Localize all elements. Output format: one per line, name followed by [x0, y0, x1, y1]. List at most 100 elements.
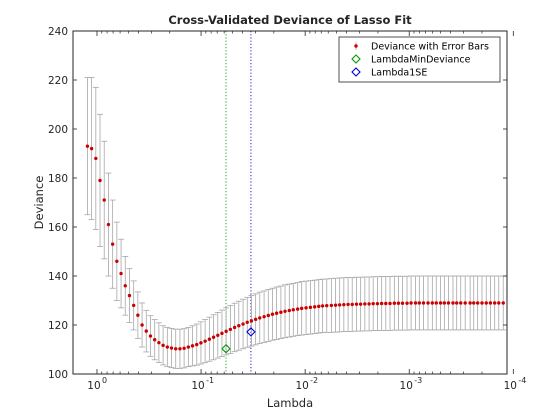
x-tick-label-exponent: 0: [102, 376, 107, 385]
data-point: [131, 303, 136, 308]
data-point: [317, 304, 321, 309]
data-point: [371, 301, 375, 306]
data-point: [488, 301, 493, 305]
data-point: [224, 329, 228, 334]
data-point: [308, 305, 313, 310]
lambda-1se-marker: [246, 327, 256, 337]
data-point: [337, 303, 342, 307]
data-point: [245, 320, 249, 325]
data-point: [283, 309, 287, 313]
data-point: [262, 314, 266, 319]
data-point: [115, 259, 119, 263]
y-tick-label: 120: [48, 320, 68, 332]
data-point: [409, 301, 413, 305]
data-point: [475, 301, 480, 305]
x-tick-label-base: 10: [295, 380, 308, 392]
data-point: [232, 325, 237, 330]
data-point: [203, 339, 207, 343]
x-tick-label-exponent: -4: [518, 376, 526, 385]
data-point: [94, 156, 98, 161]
data-point: [446, 301, 451, 305]
data-point: [400, 301, 405, 305]
x-tick-label-base: 10: [191, 380, 204, 392]
x-tick-label-base: 10: [400, 380, 413, 392]
data-point: [174, 347, 178, 351]
y-tick-label: 200: [48, 124, 68, 136]
axes-box: [72, 30, 508, 375]
data-point: [379, 301, 384, 306]
data-point: [367, 302, 371, 306]
data-point: [480, 301, 484, 305]
data-point: [392, 301, 397, 305]
data-point: [333, 303, 338, 307]
data-point: [258, 316, 262, 320]
data-point: [199, 341, 203, 345]
data-point: [102, 198, 106, 202]
data-point: [426, 301, 430, 305]
data-point: [195, 342, 199, 347]
x-tick-label-exponent: -2: [310, 376, 318, 385]
data-point: [241, 322, 245, 326]
data-point: [207, 337, 212, 341]
data-point: [375, 301, 380, 306]
data-point: [434, 301, 438, 305]
lambda-min-marker: [221, 343, 231, 354]
data-point: [405, 301, 409, 305]
data-point: [270, 312, 275, 316]
data-point: [98, 178, 102, 183]
data-point: [216, 333, 220, 337]
data-point: [484, 301, 488, 305]
data-point: [320, 304, 325, 308]
data-point: [342, 302, 346, 307]
legend-label: LambdaMinDeviance: [371, 55, 471, 66]
data-point: [312, 305, 317, 309]
data-point: [89, 146, 94, 151]
legend-item-lambda-min: LambdaMinDeviance: [351, 54, 471, 66]
legend-box: [338, 36, 501, 83]
data-point: [468, 301, 472, 305]
y-tick-label: 240: [48, 26, 68, 38]
data-point: [136, 313, 140, 317]
data-point: [497, 301, 501, 305]
data-point: [85, 144, 90, 148]
data-point: [304, 306, 308, 310]
y-tick-label: 220: [48, 75, 68, 87]
data-point: [346, 302, 350, 307]
data-point: [463, 301, 467, 305]
data-point: [421, 301, 426, 305]
data-point: [161, 343, 165, 348]
data-point: [438, 301, 443, 305]
data-point: [148, 334, 153, 338]
data-point: [182, 346, 186, 350]
data-point: [442, 301, 447, 305]
y-tick-label: 140: [48, 271, 68, 283]
data-point: [211, 335, 216, 339]
legend-diamond-swatch: [351, 54, 361, 64]
data-point: [169, 346, 174, 350]
data-point: [253, 317, 258, 322]
x-tick-label-base: 10: [87, 380, 100, 392]
data-point: [454, 301, 459, 305]
y-tick-label: 100: [48, 369, 68, 381]
data-point: [299, 306, 304, 311]
data-point: [501, 301, 505, 305]
data-point: [413, 301, 418, 305]
data-point: [110, 242, 115, 246]
data-point: [358, 302, 363, 306]
legend-label: Deviance with Error Bars: [371, 42, 489, 53]
data-point: [127, 293, 132, 298]
data-point: [459, 301, 463, 305]
data-point: [123, 284, 127, 288]
data-point: [190, 344, 195, 348]
data-point: [249, 319, 254, 323]
y-axis-label: Deviance: [32, 176, 46, 230]
x-tick-label-exponent: -3: [414, 376, 422, 385]
data-point: [266, 313, 270, 318]
data-point: [279, 310, 283, 314]
data-point: [140, 323, 144, 327]
data-point: [430, 301, 435, 305]
data-point: [144, 329, 148, 333]
data-point: [291, 308, 295, 312]
data-point: [220, 331, 224, 336]
